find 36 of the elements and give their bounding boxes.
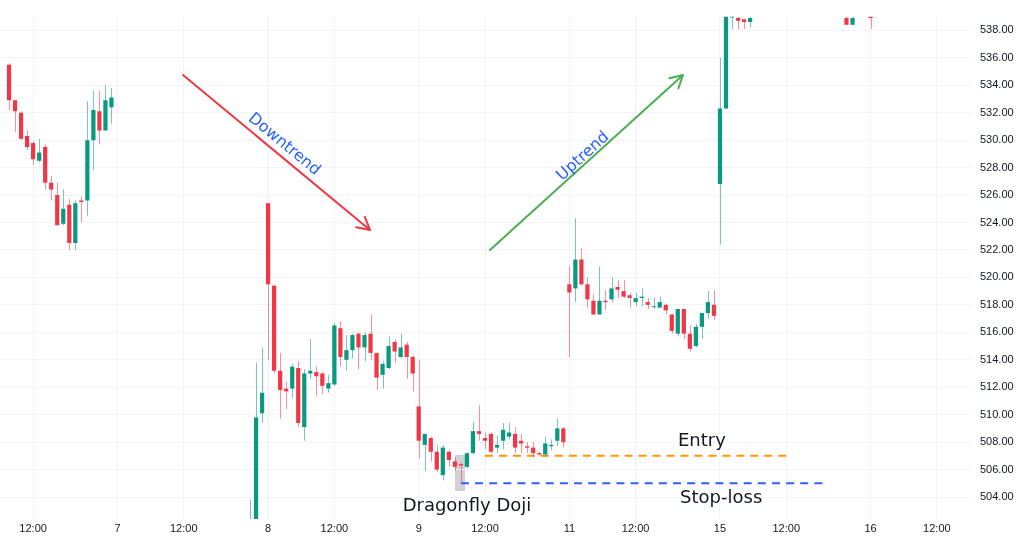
y-tick-label: 538.00 <box>980 23 1014 36</box>
y-tick-label: 534.00 <box>980 78 1014 91</box>
y-tick-label: 510.00 <box>980 407 1014 420</box>
y-tick-label: 518.00 <box>980 297 1014 310</box>
y-tick-label: 526.00 <box>980 188 1014 201</box>
x-tick-label: 11 <box>563 521 576 534</box>
y-tick-label: 504.00 <box>980 490 1014 503</box>
y-tick-label: 536.00 <box>980 50 1014 63</box>
x-tick-label: 7 <box>114 521 121 534</box>
y-tick-label: 514.00 <box>980 352 1014 365</box>
y-tick-label: 524.00 <box>980 215 1014 228</box>
y-tick-label: 530.00 <box>980 133 1014 146</box>
y-tick-label: 516.00 <box>980 325 1014 338</box>
y-tick-label: 512.00 <box>980 380 1014 393</box>
y-tick-label: 508.00 <box>980 435 1014 448</box>
x-tick-label: 12:00 <box>621 521 650 534</box>
y-tick-label: 532.00 <box>980 105 1014 118</box>
x-tick-label: 12:00 <box>320 521 349 534</box>
y-tick-label: 522.00 <box>980 242 1014 255</box>
candlestick <box>729 16 735 30</box>
x-tick-label: 12:00 <box>772 521 801 534</box>
x-tick-label: 12:00 <box>19 521 47 534</box>
x-tick-label: 12:00 <box>923 521 951 534</box>
series-label: Entry <box>677 428 727 450</box>
y-tick-label: 506.00 <box>980 462 1014 475</box>
series-label: Stop-loss <box>680 486 763 508</box>
y-tick-label: 520.00 <box>980 270 1014 283</box>
y-tick-label: 528.00 <box>980 160 1014 173</box>
annotation: Dragonfly Doji <box>402 494 532 515</box>
x-tick-label: 12:00 <box>169 521 198 534</box>
x-tick-label: 8 <box>265 521 272 534</box>
x-tick-label: 15 <box>713 521 727 534</box>
x-tick-label: 9 <box>415 521 422 534</box>
x-tick-label: 12:00 <box>471 521 499 534</box>
candlestick <box>651 297 656 310</box>
x-tick-label: 16 <box>864 521 877 534</box>
